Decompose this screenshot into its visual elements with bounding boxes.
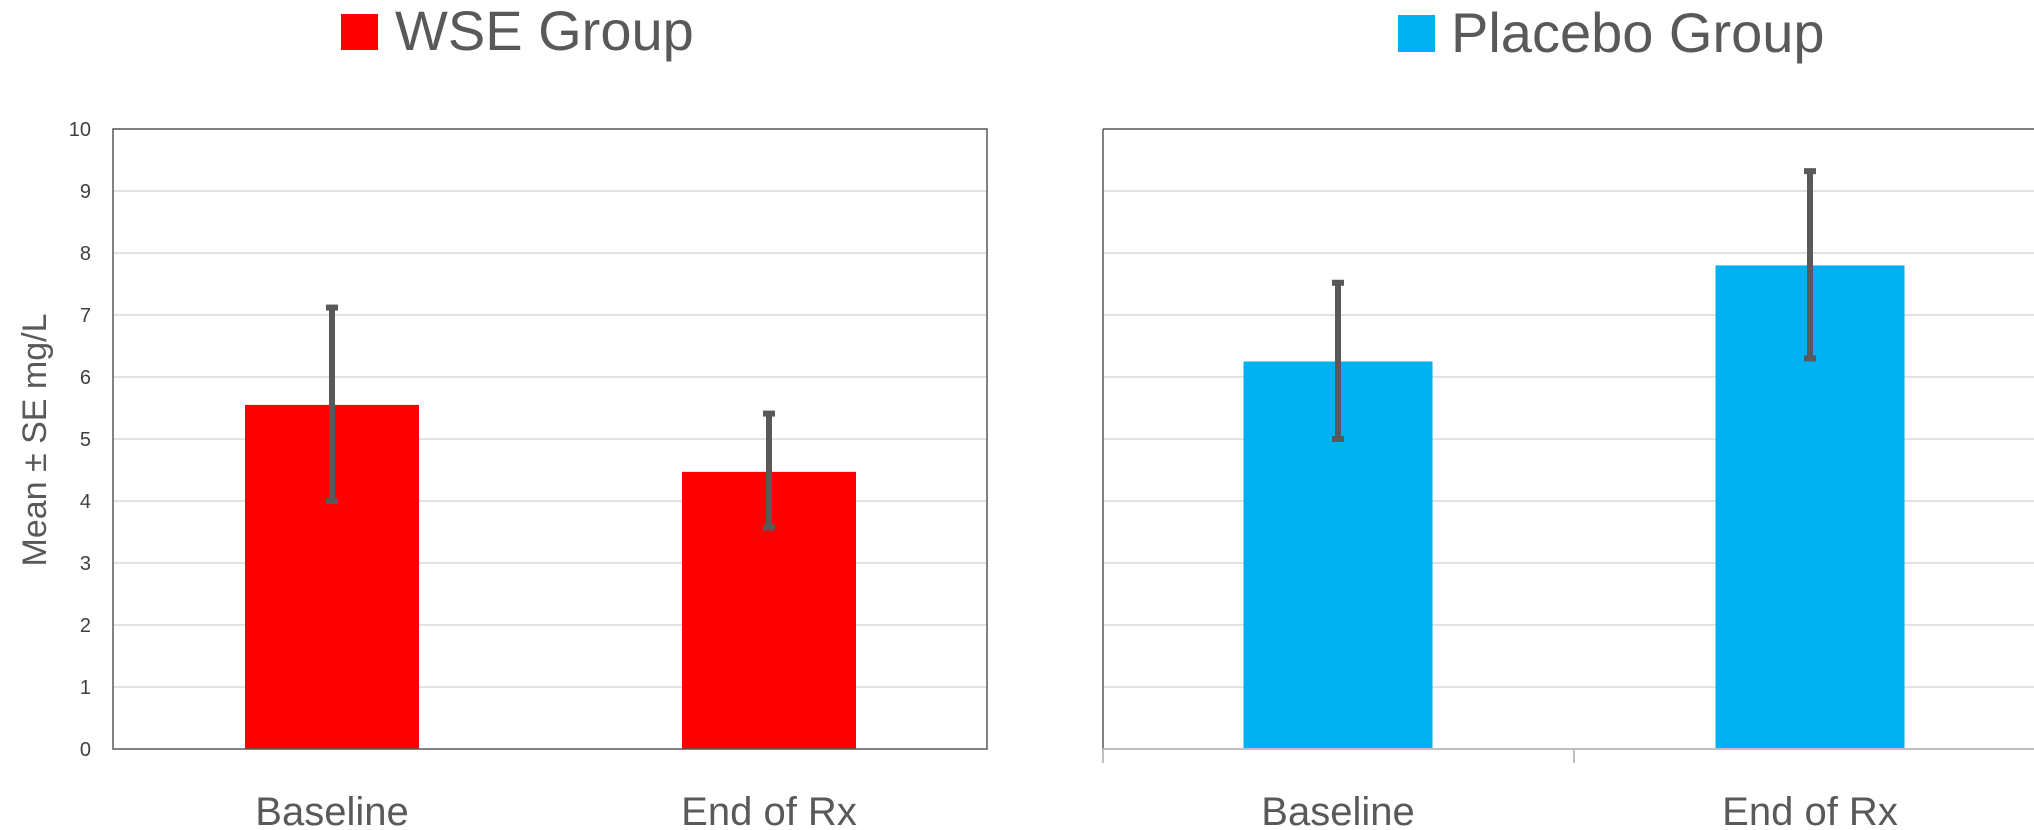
placebo-bars	[1243, 168, 1905, 749]
wse-legend-label: WSE Group	[395, 0, 694, 62]
y-tick-label: 8	[80, 243, 91, 265]
wse-legend-swatch	[341, 14, 378, 50]
placebo-legend-swatch	[1398, 15, 1435, 52]
y-tick-label: 0	[80, 739, 91, 761]
y-tick-label: 1	[80, 677, 91, 699]
placebo-category-end-of-rx: End of Rx	[1722, 790, 1898, 830]
wse-chart-panel: WSE Group Mean ± SE mg/L 0 1 2 3 4 5 6 7 8 9 10 Ba…	[16, 0, 988, 830]
y-axis-label: Mean ± SE mg/L	[16, 314, 54, 567]
y-tick-label: 7	[80, 305, 91, 327]
y-tick-label: 5	[80, 429, 91, 451]
placebo-category-baseline: Baseline	[1261, 790, 1414, 830]
placebo-legend-label: Placebo Group	[1451, 1, 1825, 64]
y-tick-label: 10	[69, 119, 91, 141]
y-tick-label: 9	[80, 181, 91, 203]
y-tick-label: 4	[80, 491, 91, 513]
wse-category-end-of-rx: End of Rx	[681, 790, 857, 830]
y-tick-label: 2	[80, 615, 91, 637]
wse-bars	[245, 304, 856, 749]
placebo-chart-panel: Placebo Group Baseline End of Rx	[1102, 1, 2034, 830]
wse-plot-frame	[112, 128, 988, 750]
y-tick-label: 3	[80, 553, 91, 575]
y-tick-labels: 0 1 2 3 4 5 6 7 8 9 10	[69, 119, 91, 761]
wse-category-baseline: Baseline	[255, 790, 408, 830]
y-tick-label: 6	[80, 367, 91, 389]
